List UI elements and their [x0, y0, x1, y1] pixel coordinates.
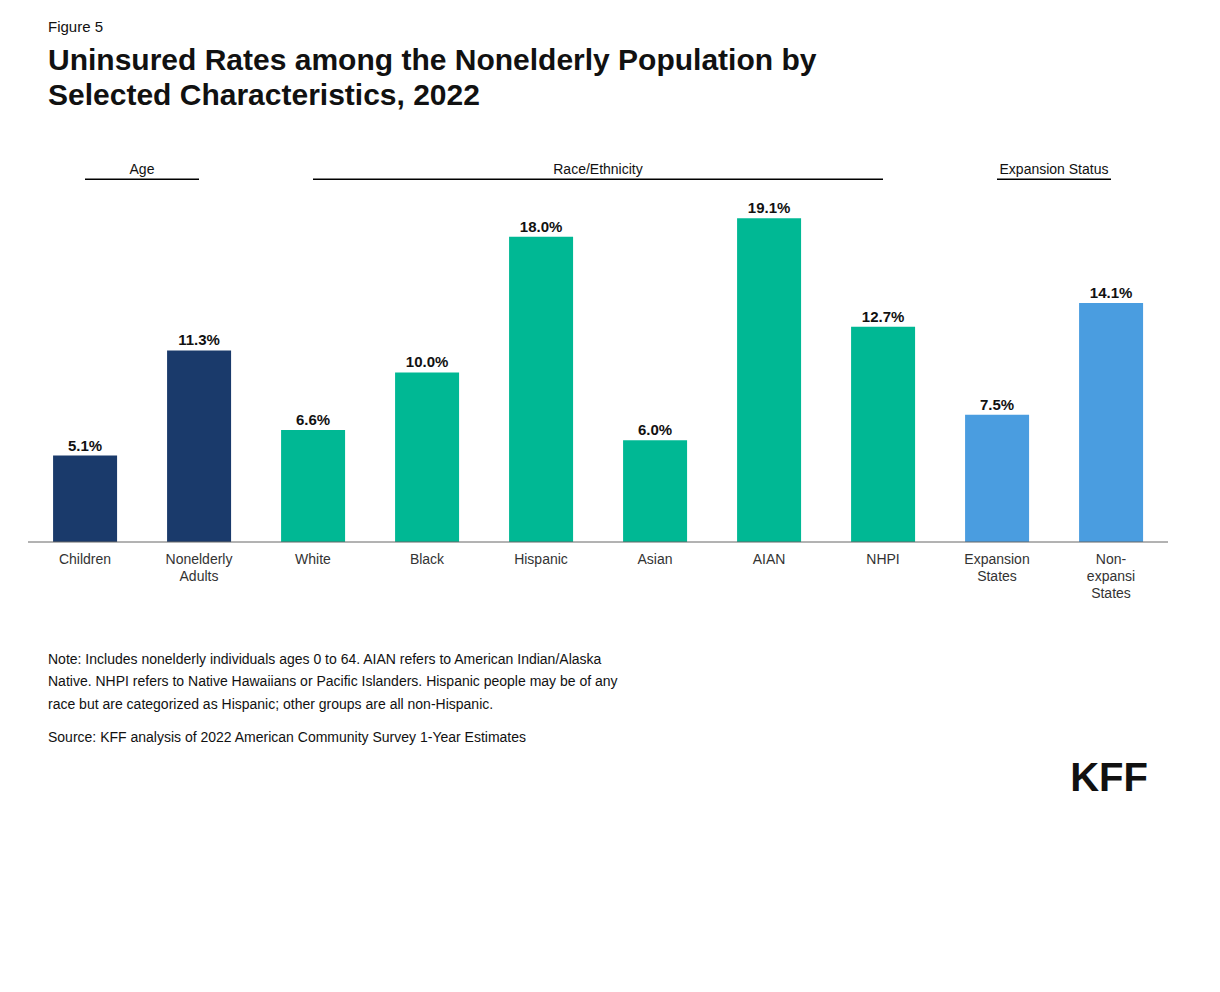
html-text:Uninsured Rates among the None: Uninsured Rates among the Nonelderly Pop…	[48, 43, 817, 111]
svg-text:11.3%: 11.3%	[178, 331, 220, 348]
svg-text:NonelderlyAdults: NonelderlyAdults	[166, 551, 233, 584]
svg-text:19.1%: 19.1%	[748, 199, 791, 216]
svg-text:14.1%: 14.1%	[1090, 284, 1133, 301]
svg-text:Black: Black	[410, 551, 445, 567]
html-text:Figure 5: Figure 5	[48, 18, 103, 35]
svg-text:10.0%: 10.0%	[406, 353, 449, 370]
svg-text:6.0%: 6.0%	[638, 421, 672, 438]
svg-text:NHPI: NHPI	[866, 551, 899, 567]
svg-text:5.1%: 5.1%	[68, 437, 102, 454]
svg-text:Non-expansiStates: Non-expansiStates	[1087, 551, 1135, 601]
svg-text:Race/Ethnicity: Race/Ethnicity	[553, 161, 642, 177]
svg-text:12.7%: 12.7%	[862, 308, 905, 325]
html-text:Source: KFF analysis of 2022 A: Source: KFF analysis of 2022 American Co…	[48, 729, 526, 746]
svg-text:Hispanic: Hispanic	[514, 551, 568, 567]
svg-text:Age: Age	[130, 161, 155, 177]
svg-text:Asian: Asian	[637, 551, 672, 567]
svg-text:18.0%: 18.0%	[520, 218, 563, 235]
svg-text:Expansion Status: Expansion Status	[1000, 161, 1109, 177]
svg-text:7.5%: 7.5%	[980, 396, 1014, 413]
svg-text:ExpansionStates: ExpansionStates	[964, 551, 1029, 584]
html-text:Note: Includes nonelderly indi: Note: Includes nonelderly individuals ag…	[48, 651, 618, 712]
svg-text:Children: Children	[59, 551, 111, 567]
svg-text:White: White	[295, 551, 331, 567]
html-text:KFF: KFF	[1070, 755, 1148, 800]
svg-text:6.6%: 6.6%	[296, 411, 330, 428]
svg-text:AIAN: AIAN	[753, 551, 786, 567]
